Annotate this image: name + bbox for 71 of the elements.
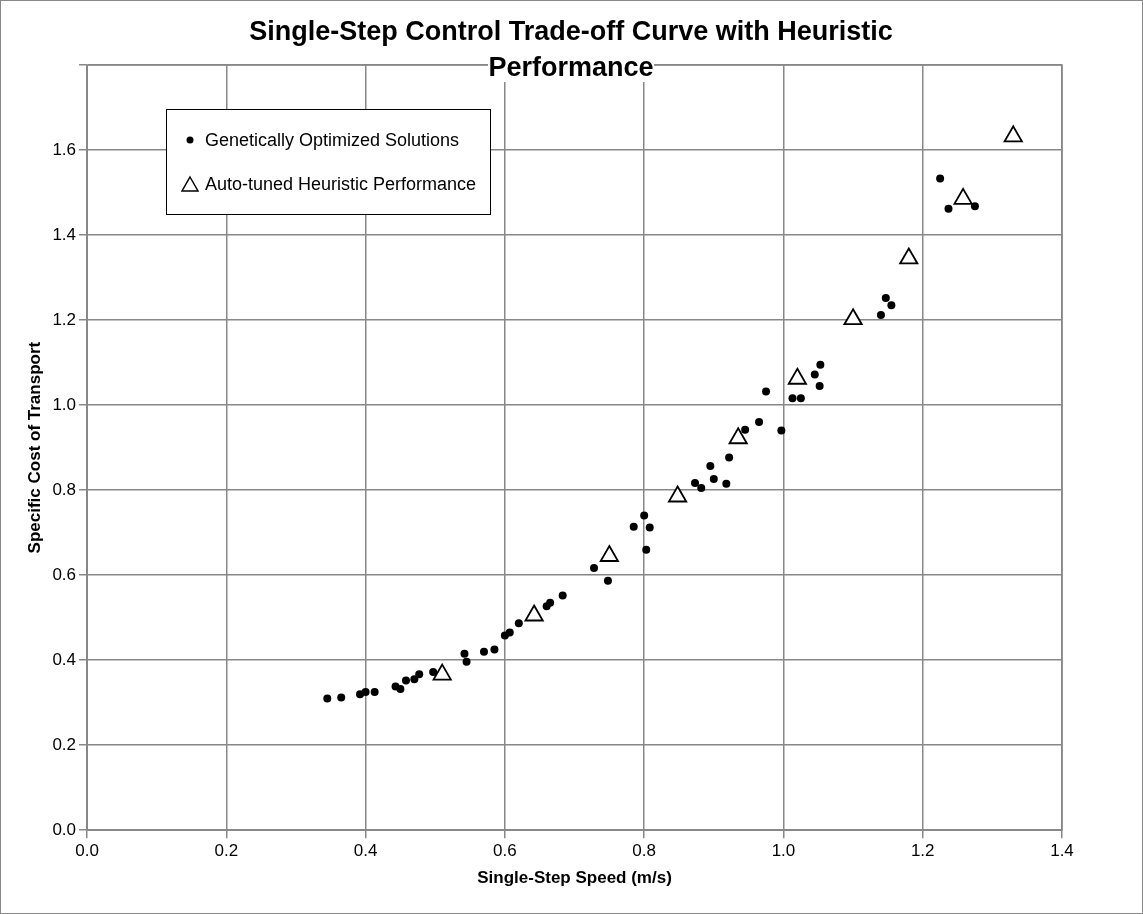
point [741, 425, 750, 434]
point [843, 308, 863, 326]
point [603, 576, 612, 585]
point [429, 668, 438, 677]
point [788, 394, 797, 403]
x-tick-label: 0.6 [493, 841, 517, 861]
x-tick-label: 1.2 [910, 841, 935, 861]
x-tick-label: 0.8 [632, 841, 656, 861]
point [706, 461, 715, 470]
x-tick-label: 0.2 [214, 841, 239, 861]
point [629, 522, 638, 531]
x-axis-title: Single-Step Speed (m/s) [477, 868, 672, 888]
legend-label: Auto-tuned Heuristic Performance [205, 173, 477, 195]
point [970, 202, 979, 211]
y-tick-label: 0.4 [52, 649, 77, 669]
point [514, 619, 523, 628]
point [462, 657, 471, 666]
y-tick-label: 0.6 [52, 564, 77, 584]
point [728, 427, 748, 445]
point [944, 204, 953, 213]
point [815, 381, 824, 390]
point [505, 628, 514, 637]
x-tick-label: 0.4 [353, 841, 378, 861]
y-tick-label: 1.4 [52, 224, 77, 244]
point [697, 483, 706, 492]
point [953, 188, 973, 205]
point [755, 418, 764, 427]
x-tick-label: 1.4 [1050, 841, 1074, 861]
point [558, 591, 567, 600]
point [490, 645, 499, 654]
point [640, 511, 649, 520]
point [777, 426, 786, 435]
point [816, 360, 825, 369]
point [361, 688, 370, 697]
y-tick-label: 1.2 [52, 309, 77, 329]
point [709, 475, 718, 484]
y-tick-label: 0.0 [52, 819, 77, 839]
y-axis-title: Specific Cost of Transport [24, 341, 44, 554]
legend-label: Genetically Optimized Solutions [205, 129, 460, 151]
x-tick-label: 1.0 [771, 841, 796, 861]
chart-title: Single-Step Control Trade-off Curve with Heuristic Performance [249, 16, 893, 82]
point [881, 293, 890, 302]
point [1003, 125, 1023, 143]
point [936, 174, 945, 183]
point [762, 387, 771, 396]
point [899, 247, 919, 265]
point [460, 649, 469, 658]
point [337, 693, 346, 702]
point [370, 688, 379, 697]
x-tick-label: 0.0 [75, 841, 99, 861]
point [645, 523, 654, 532]
point [323, 694, 332, 703]
point [642, 545, 651, 554]
y-tick-label: 0.2 [52, 734, 77, 754]
y-tick-label: 1.6 [52, 139, 77, 159]
point [546, 598, 555, 607]
y-tick-label: 0.8 [52, 479, 77, 499]
point [796, 394, 805, 403]
point [876, 310, 885, 319]
point [722, 479, 731, 488]
point [690, 478, 699, 487]
point [396, 685, 405, 694]
point [479, 647, 488, 656]
point [410, 675, 419, 684]
y-tick-label: 1.0 [52, 394, 77, 414]
point [401, 676, 410, 685]
point [590, 563, 599, 572]
point [887, 301, 896, 310]
point [725, 453, 734, 462]
point [415, 670, 424, 679]
point [810, 370, 819, 379]
